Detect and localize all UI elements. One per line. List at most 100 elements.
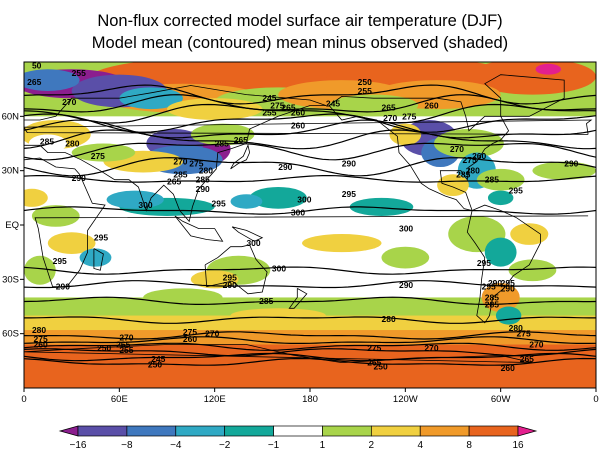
contour-label: 285: [485, 300, 499, 310]
colorbar-segment: [126, 425, 177, 437]
contour-250: [24, 357, 596, 366]
coastline: [328, 95, 510, 212]
contour-label: 275: [402, 111, 416, 121]
contour-label: 295: [482, 282, 496, 292]
shade-region: [79, 248, 112, 267]
contour-300: [24, 206, 596, 215]
contour-label: 275: [183, 327, 197, 337]
contour-label: 290: [56, 282, 70, 292]
x-tick-label: 120W: [393, 394, 418, 405]
contour-label: 270: [450, 144, 464, 154]
contour-label: 260: [501, 363, 515, 373]
contour-label: 275: [189, 158, 203, 168]
contour-label: 245: [262, 93, 276, 103]
contour-label: 265: [281, 102, 295, 112]
contour-label: 290: [564, 158, 578, 168]
contour-label: 250: [358, 77, 372, 87]
contour-label: 260: [34, 340, 48, 350]
shade-region: [230, 308, 326, 323]
contour-label: 275: [91, 151, 105, 161]
contour-label: 295: [477, 258, 491, 268]
contour-265: [24, 342, 596, 351]
contour-label: 300: [246, 238, 260, 248]
y-tick-label: 60S: [2, 329, 19, 340]
contour-label: 275: [367, 343, 381, 353]
shade-region: [24, 69, 80, 91]
contour-label: 295: [211, 198, 225, 208]
contour-label: 260: [183, 334, 197, 344]
coastline: [484, 74, 565, 117]
colorbar-label: 4: [417, 440, 423, 449]
shade-region: [71, 143, 136, 162]
colorbar-label: 1: [320, 440, 326, 449]
colorbar-arrow-right: [517, 425, 538, 437]
contour-label: 285: [40, 137, 54, 147]
contour-label: 290: [488, 278, 502, 288]
contour-label: 290: [399, 280, 413, 290]
x-tick-label: 60W: [491, 394, 511, 405]
shade-region: [47, 232, 96, 254]
contour-label: 250: [148, 359, 162, 369]
contour-260: [24, 348, 596, 357]
colorbar-label: 2: [369, 440, 375, 449]
contour-label: 265: [367, 358, 381, 368]
shade-region: [31, 205, 80, 227]
contour-label: 265: [167, 177, 181, 187]
contour-285: [24, 296, 596, 305]
contour-label: 265: [27, 77, 41, 87]
contour-label: 270: [62, 97, 76, 107]
contour-label: 255: [72, 68, 86, 78]
contour-label: 285: [485, 175, 499, 185]
coastline: [24, 344, 533, 364]
colorbar-label: −16: [70, 440, 87, 449]
contour-label: 270: [529, 340, 543, 350]
colorbar-segment: [419, 425, 470, 437]
contour-label: 255: [262, 108, 276, 118]
contour-265: [24, 113, 596, 133]
coastline: [24, 157, 589, 287]
shade-region: [476, 168, 525, 191]
y-tick-label: 30S: [2, 274, 19, 285]
colorbar-label: −4: [170, 440, 182, 449]
shade-region: [532, 161, 596, 180]
colorbar-arrow-left: [58, 425, 79, 437]
contour-label: 290: [223, 280, 237, 290]
contour-label: 290: [501, 283, 515, 293]
contour-label: 255: [358, 86, 372, 96]
contour-label: 280: [382, 314, 396, 324]
y-tick-label: EQ: [5, 220, 19, 231]
colorbar-label: −2: [219, 440, 231, 449]
coastline: [204, 244, 268, 295]
contour-label: 50: [32, 61, 42, 71]
contour-label: 290: [196, 184, 210, 194]
y-tick-label: 60N: [2, 111, 20, 122]
shade-region: [508, 259, 557, 282]
shade-region: [302, 234, 382, 253]
coastlines: [24, 74, 593, 364]
shade-region: [167, 98, 263, 120]
contour-label: 290: [278, 162, 292, 172]
y-tick-label: 30N: [2, 166, 20, 177]
chart-subtitle: Model mean (contoured) mean minus observ…: [91, 34, 509, 52]
contour-280: [24, 316, 596, 324]
contour-label: 265: [116, 340, 130, 350]
coastline: [24, 85, 327, 121]
x-tick-label: 180: [302, 394, 318, 405]
contour-label: 290: [72, 173, 86, 183]
contour-label: 285: [196, 175, 210, 185]
contour-label: 300: [272, 263, 286, 273]
coastline: [288, 288, 308, 309]
contour-label: 260: [472, 151, 486, 161]
contour-label: 280: [509, 323, 523, 333]
contour-label: 250: [374, 361, 388, 371]
colorbar-segment: [370, 425, 421, 437]
contour-label: 295: [342, 189, 356, 199]
contour-label: 255: [119, 345, 133, 355]
coastline: [93, 248, 104, 271]
colorbar-segment: [175, 425, 226, 437]
contour-label: 250: [97, 343, 111, 353]
contour-label: 300: [138, 200, 152, 210]
